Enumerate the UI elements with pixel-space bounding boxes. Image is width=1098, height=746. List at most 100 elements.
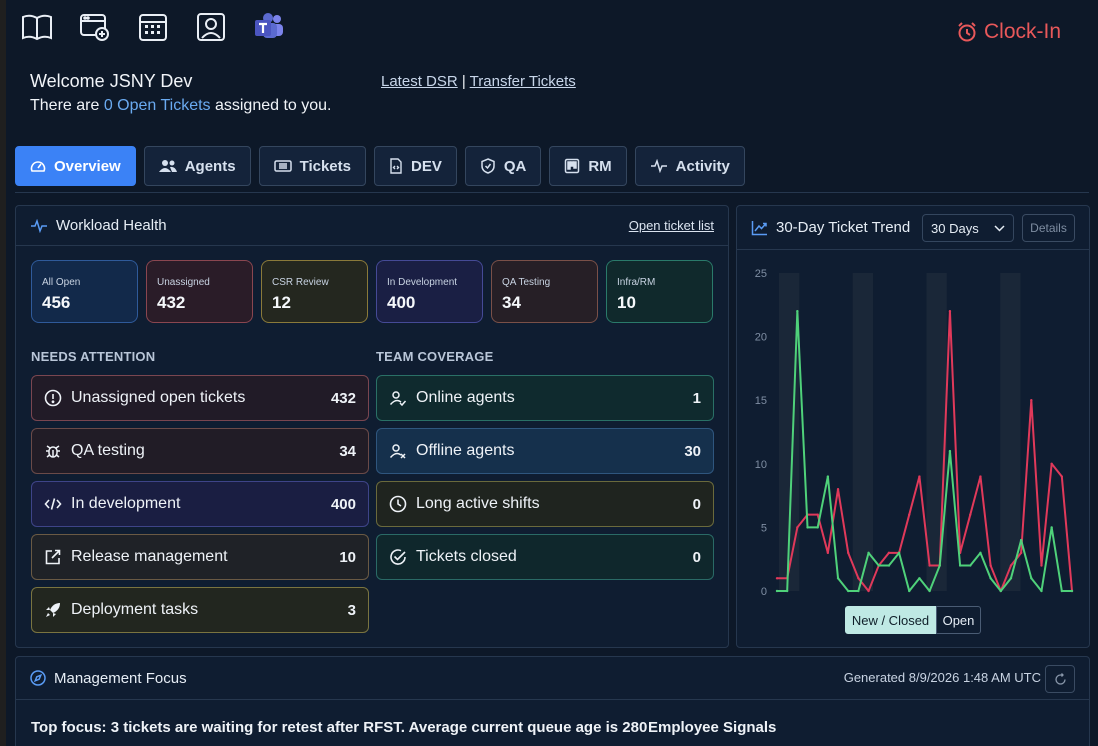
management-focus-panel: Management Focus Generated 8/9/2026 1:48… bbox=[15, 656, 1090, 746]
link-separator: | bbox=[457, 73, 470, 90]
tab-label: QA bbox=[503, 157, 527, 175]
generated-timestamp: Generated 8/9/2026 1:48 AM UTC bbox=[843, 670, 1041, 685]
latest-dsr-link[interactable]: Latest DSR bbox=[381, 73, 458, 90]
attention-in-development-row[interactable]: In development 400 bbox=[31, 481, 369, 527]
pulse-icon bbox=[31, 218, 47, 233]
attention-qa-testing-row[interactable]: QA testing 34 bbox=[31, 428, 369, 474]
clock-in-button[interactable]: Clock-In bbox=[956, 20, 1061, 44]
chart-band bbox=[779, 273, 800, 591]
series-point bbox=[908, 513, 911, 516]
team-coverage-title: TEAM COVERAGE bbox=[376, 349, 494, 364]
series-point bbox=[887, 551, 891, 555]
series-point bbox=[928, 564, 931, 567]
range-select[interactable]: 30 Days bbox=[922, 214, 1014, 242]
y-tick-label: 5 bbox=[761, 522, 767, 534]
transfer-tickets-link[interactable]: Transfer Tickets bbox=[469, 73, 576, 90]
stat-value: 12 bbox=[272, 293, 291, 312]
activity-icon bbox=[650, 159, 667, 173]
coverage-long-active-shifts-row[interactable]: Long active shifts 0 bbox=[376, 481, 714, 527]
series-point bbox=[857, 589, 860, 593]
profile-icon[interactable] bbox=[194, 10, 228, 44]
tab-activity[interactable]: Activity bbox=[634, 146, 745, 186]
series-point bbox=[908, 589, 911, 593]
ticket-trend-panel: 30-Day Ticket Trend 30 Days Details 25 20… bbox=[736, 205, 1090, 648]
stat-label: CSR Review bbox=[272, 277, 329, 288]
row-label: Offline agents bbox=[416, 442, 515, 459]
tab-label: Tickets bbox=[299, 157, 351, 175]
y-tick-label: 20 bbox=[755, 332, 767, 344]
workload-health-header: Workload Health Open ticket list bbox=[16, 206, 728, 246]
tab-dev[interactable]: DEV bbox=[374, 146, 457, 186]
legend-new-closed-button[interactable]: New / Closed bbox=[845, 606, 936, 634]
book-icon[interactable] bbox=[20, 10, 54, 44]
series-point bbox=[785, 589, 789, 593]
series-point bbox=[847, 551, 850, 555]
teams-icon[interactable] bbox=[252, 10, 286, 44]
series-line-1 bbox=[777, 310, 1072, 592]
row-label: Long active shifts bbox=[416, 495, 540, 512]
stat-label: Unassigned bbox=[157, 277, 210, 288]
series-point bbox=[1009, 577, 1013, 580]
attention-release-management-row[interactable]: Release management 10 bbox=[31, 534, 369, 580]
series-point bbox=[887, 564, 891, 567]
y-tick-label: 15 bbox=[755, 395, 767, 407]
stat-in-development[interactable]: In Development 400 bbox=[376, 260, 483, 323]
tab-tickets[interactable]: Tickets bbox=[258, 146, 366, 186]
series-point bbox=[1060, 589, 1064, 593]
add-window-icon[interactable] bbox=[78, 10, 112, 44]
tab-rm[interactable]: RM bbox=[549, 146, 627, 186]
series-point bbox=[1070, 589, 1074, 593]
coverage-offline-agents-row[interactable]: Offline agents 30 bbox=[376, 428, 714, 474]
open-ticket-list-link[interactable]: Open ticket list bbox=[628, 218, 714, 233]
legend-open-button[interactable]: Open bbox=[936, 606, 981, 634]
row-count: 34 bbox=[339, 442, 356, 460]
series-point bbox=[836, 577, 840, 580]
management-focus-title: Management Focus bbox=[54, 669, 187, 687]
series-point bbox=[1040, 564, 1043, 567]
stat-all-open[interactable]: All Open 456 bbox=[31, 260, 138, 323]
toolbar bbox=[20, 10, 286, 44]
coverage-tickets-closed-row[interactable]: Tickets closed 0 bbox=[376, 534, 714, 580]
stat-value: 400 bbox=[387, 293, 416, 312]
tab-agents[interactable]: Agents bbox=[143, 146, 251, 186]
series-point bbox=[1050, 462, 1053, 465]
series-point bbox=[857, 577, 860, 580]
stat-csr-review[interactable]: CSR Review 12 bbox=[261, 260, 368, 323]
stat-infra-rm[interactable]: Infra/RM 10 bbox=[606, 260, 713, 323]
stat-label: QA Testing bbox=[502, 277, 551, 288]
stat-qa-testing[interactable]: QA Testing 34 bbox=[491, 260, 598, 323]
alert-circle-icon bbox=[44, 389, 62, 407]
series-point bbox=[989, 577, 992, 580]
series-point bbox=[877, 564, 880, 567]
coverage-online-agents-row[interactable]: Online agents 1 bbox=[376, 375, 714, 421]
series-point bbox=[1050, 526, 1053, 529]
tab-bar: Overview Agents Tickets DEV QA RM Activi… bbox=[15, 146, 745, 186]
attention-unassigned-row[interactable]: Unassigned open tickets 432 bbox=[31, 375, 369, 421]
tab-label: Activity bbox=[675, 157, 730, 175]
series-point bbox=[1030, 399, 1033, 402]
employee-signals-title: Employee Signals bbox=[648, 719, 777, 736]
clock-in-label: Clock-In bbox=[984, 20, 1062, 43]
y-tick-label: 0 bbox=[761, 586, 767, 598]
series-point bbox=[969, 513, 972, 516]
stat-value: 10 bbox=[617, 293, 636, 312]
open-tickets-link[interactable]: 0 Open Tickets bbox=[103, 97, 211, 114]
ticket-trend-title: 30-Day Ticket Trend bbox=[776, 219, 911, 236]
chart-band bbox=[852, 273, 874, 591]
workload-health-panel: Workload Health Open ticket list All Ope… bbox=[15, 205, 729, 648]
calendar-icon[interactable] bbox=[136, 10, 170, 44]
tab-qa[interactable]: QA bbox=[464, 146, 542, 186]
row-label: Tickets closed bbox=[416, 548, 517, 565]
chart-band bbox=[1000, 273, 1021, 591]
attention-deployment-tasks-row[interactable]: Deployment tasks 3 bbox=[31, 587, 369, 633]
tab-divider bbox=[15, 192, 1089, 193]
tab-overview[interactable]: Overview bbox=[15, 146, 136, 186]
details-button[interactable]: Details bbox=[1022, 214, 1075, 242]
user-check-icon bbox=[389, 391, 407, 407]
series-point bbox=[969, 564, 972, 567]
series-point bbox=[826, 475, 830, 478]
check-circle-icon bbox=[390, 549, 406, 565]
refresh-button[interactable] bbox=[1045, 665, 1075, 693]
stat-unassigned[interactable]: Unassigned 432 bbox=[146, 260, 253, 323]
row-count: 0 bbox=[692, 548, 701, 566]
